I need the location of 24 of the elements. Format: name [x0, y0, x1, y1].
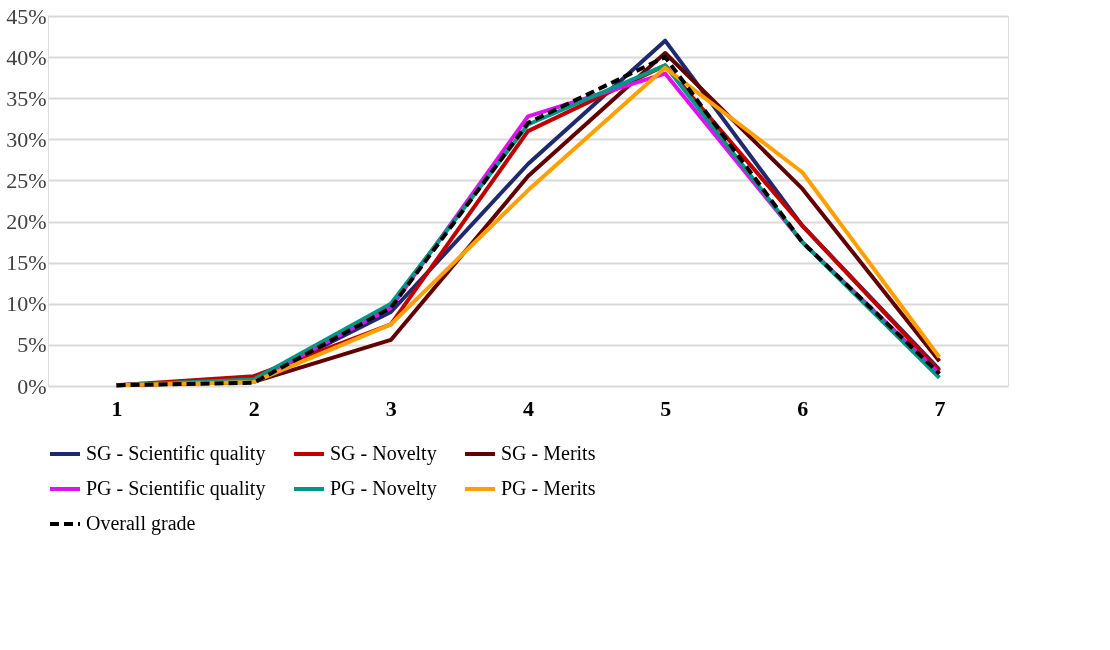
x-tick-label: 6 [797, 395, 809, 421]
y-tick-label: 30% [6, 126, 47, 152]
legend-label: Overall grade [86, 512, 196, 535]
x-tick-label: 1 [111, 395, 123, 421]
y-tick-label: 35% [6, 85, 47, 111]
legend-label: SG - Scientific quality [86, 442, 266, 465]
y-tick-label: 5% [17, 332, 47, 358]
legend-label: SG - Novelty [330, 442, 437, 465]
x-tick-label: 4 [523, 395, 534, 421]
x-tick-label: 2 [248, 395, 260, 421]
legend-label: PG - Scientific quality [86, 477, 266, 500]
y-tick-label: 15% [6, 250, 47, 276]
x-tick-label: 5 [660, 395, 672, 421]
legend-label: PG - Novelty [330, 477, 437, 500]
y-tick-label: 40% [6, 44, 47, 70]
y-tick-label: 45% [6, 3, 47, 29]
x-tick-label: 7 [934, 395, 946, 421]
y-tick-label: 25% [6, 167, 47, 193]
y-tick-label: 0% [17, 373, 47, 399]
y-tick-label: 20% [6, 209, 47, 235]
legend-label: PG - Merits [501, 477, 596, 499]
y-tick-label: 10% [6, 291, 47, 317]
legend-label: SG - Merits [501, 442, 596, 464]
x-tick-label: 3 [385, 395, 397, 421]
